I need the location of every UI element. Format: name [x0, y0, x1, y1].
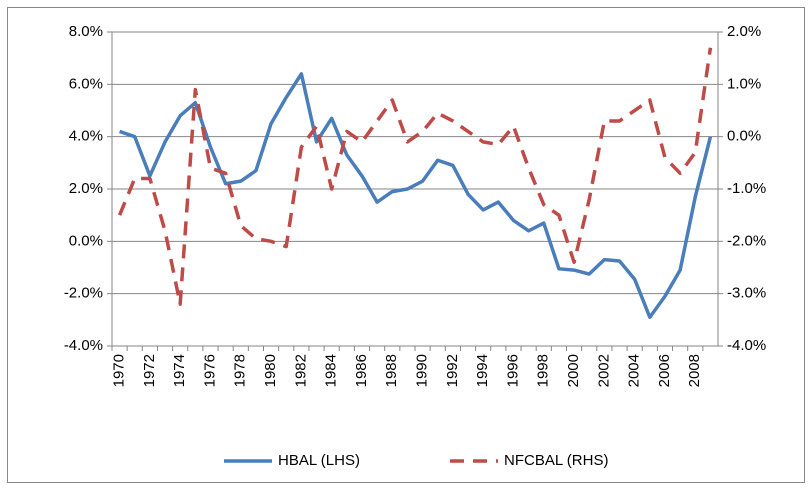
- y-tick-label: -4.0%: [64, 337, 103, 354]
- x-tick-label: 1974: [171, 354, 188, 387]
- x-tick-label: 1970: [111, 354, 128, 387]
- x-tick-label: 2004: [626, 354, 643, 387]
- y2-tick-label: 1.0%: [727, 75, 761, 92]
- x-tick-label: 2002: [595, 354, 612, 387]
- y2-tick-label: -3.0%: [727, 285, 766, 302]
- chart-frame: [7, 7, 805, 483]
- x-tick-label: 1988: [383, 354, 400, 387]
- x-tick-label: 1976: [201, 354, 218, 387]
- legend-label: HBAL (LHS): [278, 452, 360, 469]
- series-line: [117, 47, 713, 306]
- x-tick-label: 2000: [565, 354, 582, 387]
- series-line: [119, 72, 713, 319]
- y2-tick-label: -2.0%: [727, 232, 766, 249]
- x-tick-label: 2006: [656, 354, 673, 387]
- x-tick-label: 1984: [323, 354, 340, 387]
- y2-tick-label: 2.0%: [727, 23, 761, 40]
- y-tick-label: 4.0%: [69, 128, 103, 145]
- x-tick-label: 1992: [444, 354, 461, 387]
- x-tick-label: 1990: [414, 354, 431, 387]
- x-tick-label: 2008: [686, 354, 703, 387]
- y2-tick-label: -4.0%: [727, 337, 766, 354]
- x-tick-label: 1986: [353, 354, 370, 387]
- y2-tick-label: 0.0%: [727, 128, 761, 145]
- legend-label: NFCBAL (RHS): [504, 452, 608, 469]
- x-tick-label: 1978: [232, 354, 249, 387]
- x-tick-label: 1982: [292, 354, 309, 387]
- x-tick-label: 1980: [262, 354, 279, 387]
- y2-tick-label: -1.0%: [727, 180, 766, 197]
- y-tick-label: 8.0%: [69, 23, 103, 40]
- x-tick-label: 1972: [141, 354, 158, 387]
- y-tick-label: 6.0%: [69, 75, 103, 92]
- y-tick-label: -2.0%: [64, 285, 103, 302]
- y-tick-label: 2.0%: [69, 180, 103, 197]
- x-tick-label: 1996: [504, 354, 521, 387]
- y-tick-label: 0.0%: [69, 232, 103, 249]
- x-tick-label: 1998: [535, 354, 552, 387]
- x-tick-label: 1994: [474, 354, 491, 387]
